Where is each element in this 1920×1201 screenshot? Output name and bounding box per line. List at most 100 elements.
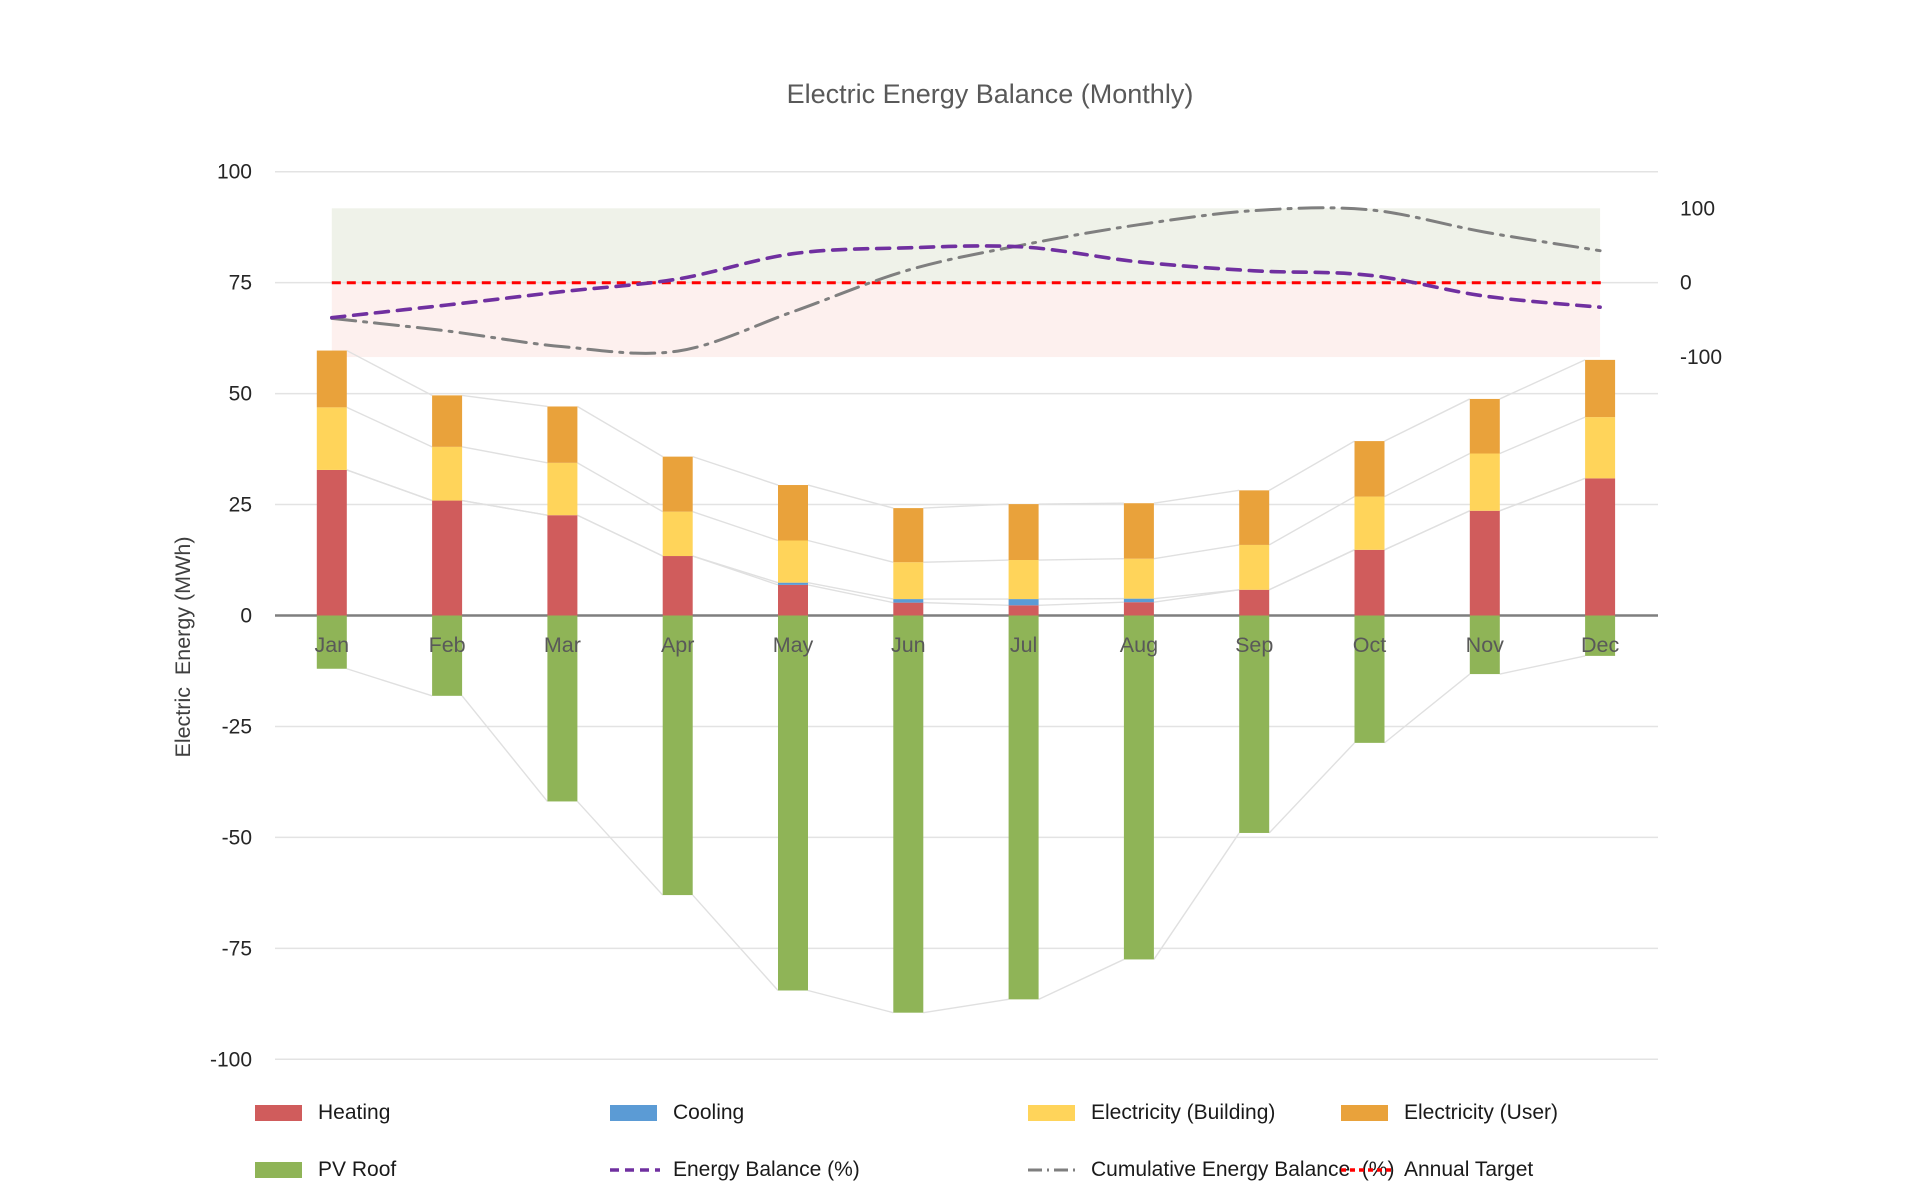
left-axis-tick-label: 0 (240, 605, 252, 628)
bar-segment-electricity-user- (316, 350, 347, 408)
series-connector-line (923, 601, 1009, 606)
series-connector-line (1499, 655, 1586, 675)
series-connector-line (346, 469, 433, 502)
series-connector-line (692, 555, 779, 584)
legend-label: Heating (318, 1101, 391, 1124)
x-axis-month-label: Jul (1010, 633, 1037, 657)
series-connector-line (1499, 359, 1586, 400)
legend-item-electricity-building: Electricity (Building) (1028, 1101, 1275, 1125)
bar-segment-heating (1585, 478, 1616, 616)
bar-segment-electricity-user- (893, 508, 924, 563)
bar-segment-pv-roof (432, 615, 463, 696)
x-axis-month-label: Nov (1466, 633, 1504, 657)
right-axis-tick-label: -100 (1680, 346, 1722, 369)
legend-item-annual-target: Annual Target (1341, 1158, 1533, 1182)
bar-segment-pv-roof (662, 615, 693, 896)
cooling-legend-icon (610, 1105, 657, 1121)
bar-segment-pv-roof (1008, 615, 1039, 1000)
y-axis-title: Electric Energy (MWh) (171, 536, 195, 757)
series-connector-line (807, 989, 894, 1014)
series-connector-line (462, 394, 548, 408)
bar-segment-electricity-building- (662, 511, 693, 557)
series-connector-line (577, 405, 664, 458)
series-connector-line (1153, 589, 1240, 600)
bar-segment-electricity-building- (432, 446, 463, 501)
bar-segment-heating (1469, 510, 1500, 616)
series-connector-line (461, 446, 548, 464)
bar-segment-cooling (1008, 599, 1039, 606)
electricity-building-legend-icon (1028, 1105, 1075, 1121)
x-axis-month-label: Sep (1235, 633, 1273, 657)
x-axis-month-label: Mar (544, 633, 581, 657)
x-axis-month-label: May (773, 633, 814, 657)
series-connector-line (1384, 452, 1471, 498)
cumulative-energy-balance-%-legend-icon (1028, 1168, 1078, 1172)
bar-segment-electricity-user- (1585, 359, 1616, 418)
bar-segment-pv-roof (547, 615, 578, 802)
series-connector-line (1268, 440, 1355, 491)
legend-label: Annual Target (1404, 1158, 1534, 1181)
cumulative-energy-balance-line (330, 206, 1602, 355)
series-connector-line (577, 462, 664, 513)
bar-segment-electricity-user- (432, 395, 463, 447)
series-connector-line (1499, 477, 1586, 512)
series-connector-line (692, 455, 779, 486)
left-axis-tick-label: -25 (222, 715, 252, 738)
bar-segment-pv-roof (778, 615, 808, 991)
left-axis-tick-label: -100 (210, 1048, 252, 1071)
series-connector-line (923, 503, 1009, 509)
legend-label: Energy Balance (%) (673, 1158, 860, 1181)
series-connector-line (807, 539, 894, 563)
bar-segment-electricity-building- (893, 562, 924, 600)
x-axis-month-label: Dec (1581, 633, 1619, 657)
bar-segment-pv-roof (1239, 615, 1270, 833)
bar-segment-electricity-building- (1354, 496, 1385, 550)
series-connector-line (923, 998, 1009, 1014)
legend-label: PV Roof (318, 1158, 397, 1181)
bar-segment-heating (662, 556, 693, 616)
series-connector-line (1153, 489, 1240, 504)
bar-segment-electricity-building- (1008, 560, 1039, 600)
bar-segment-electricity-building- (547, 462, 578, 516)
bar-segment-electricity-user- (1354, 441, 1385, 497)
series-connector-line (923, 559, 1009, 563)
electricity-user-legend-icon (1341, 1105, 1388, 1121)
legend-item-cumulative-energy-balance-%: Cumulative Energy Balance (%) (1028, 1158, 1394, 1182)
right-axis-tick-label: 100 (1680, 197, 1715, 220)
series-connector-line (692, 510, 779, 542)
left-axis-tick-label: 25 (229, 494, 252, 517)
series-connector-line (1384, 673, 1471, 744)
annual-target-legend-icon (1341, 1168, 1391, 1172)
right-axis-tick-label: 0 (1680, 272, 1692, 295)
bar-segment-electricity-user- (1008, 504, 1039, 561)
bar-segment-cooling (1123, 598, 1154, 603)
series-connector-line (1384, 510, 1471, 551)
bar-segment-electricity-building- (1469, 453, 1500, 511)
bar-segment-electricity-building- (316, 407, 347, 470)
bar-segment-cooling (778, 582, 808, 585)
bar-segment-heating (432, 500, 463, 616)
legend-item-cooling: Cooling (610, 1101, 744, 1125)
series-connector-line (461, 695, 548, 802)
series-connector-line (807, 484, 894, 509)
series-connector-line (577, 514, 664, 557)
series-connector-line (1268, 742, 1356, 834)
bar-segment-cooling (893, 599, 924, 603)
bar-segment-pv-roof (1123, 615, 1154, 960)
series-connector-line (1268, 495, 1355, 546)
bar-segment-pv-roof (1354, 615, 1385, 743)
left-axis-tick-label: 50 (229, 383, 252, 406)
bar-segment-electricity-user- (1469, 398, 1500, 454)
legend-item-pv-roof: PV Roof (255, 1158, 396, 1182)
series-connector-line (346, 349, 433, 397)
legend-label: Electricity (Building) (1091, 1101, 1276, 1124)
bar-segment-electricity-building- (1585, 417, 1616, 479)
series-connector-line (692, 894, 779, 991)
series-connector-line (346, 406, 433, 448)
series-connector-line (1153, 544, 1240, 560)
series-connector-line (1038, 502, 1124, 505)
energy-balance-%-legend-icon (610, 1168, 660, 1172)
bar-segment-electricity-user- (1123, 503, 1154, 559)
x-axis-month-label: Apr (661, 633, 694, 657)
